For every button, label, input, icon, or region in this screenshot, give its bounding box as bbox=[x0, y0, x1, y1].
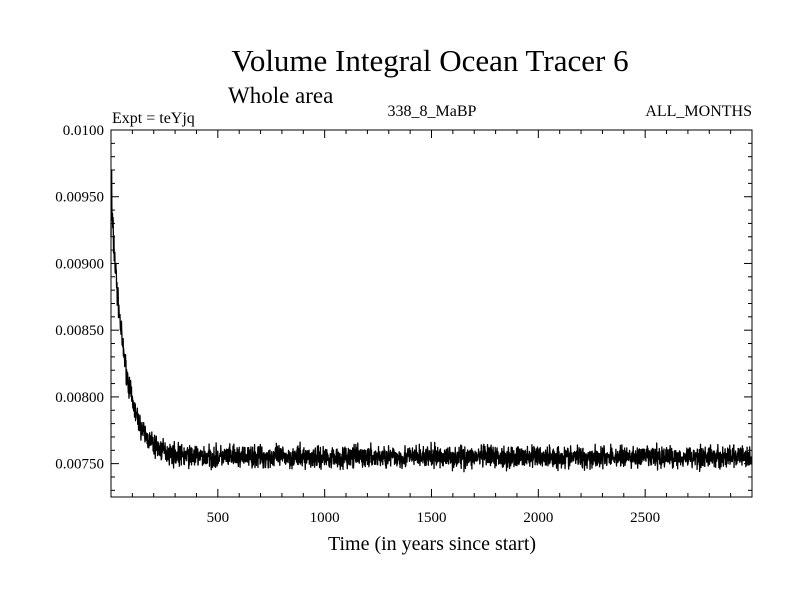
y-tick-label: 0.00950 bbox=[55, 190, 104, 206]
x-tick-label: 1000 bbox=[310, 510, 340, 526]
months-label: ALL_MONTHS bbox=[645, 103, 752, 120]
chart-subtitle: Whole area bbox=[228, 83, 333, 108]
x-tick-label: 2500 bbox=[630, 510, 660, 526]
x-axis: 500 1000 1500 2000 2500 bbox=[131, 130, 732, 526]
y-tick-label: 0.00850 bbox=[55, 323, 104, 339]
series-line bbox=[110, 169, 753, 473]
experiment-label: Expt = teYjq bbox=[112, 110, 195, 127]
period-label: 338_8_MaBP bbox=[388, 103, 477, 120]
x-axis-label: Time (in years since start) bbox=[328, 533, 536, 555]
x-tick-label: 500 bbox=[207, 510, 230, 526]
y-tick-label: 0.00800 bbox=[55, 390, 104, 406]
y-axis: 0.00750 0.00800 0.00850 0.00900 0.00950 0.010… bbox=[55, 123, 752, 491]
y-tick-label: 0.00750 bbox=[55, 457, 104, 473]
y-tick-label: 0.00900 bbox=[55, 256, 104, 272]
x-tick-label: 1500 bbox=[417, 510, 447, 526]
y-tick-label: 0.0100 bbox=[63, 123, 104, 139]
x-tick-label: 2000 bbox=[523, 510, 553, 526]
chart-title: Volume Integral Ocean Tracer 6 bbox=[231, 43, 628, 78]
